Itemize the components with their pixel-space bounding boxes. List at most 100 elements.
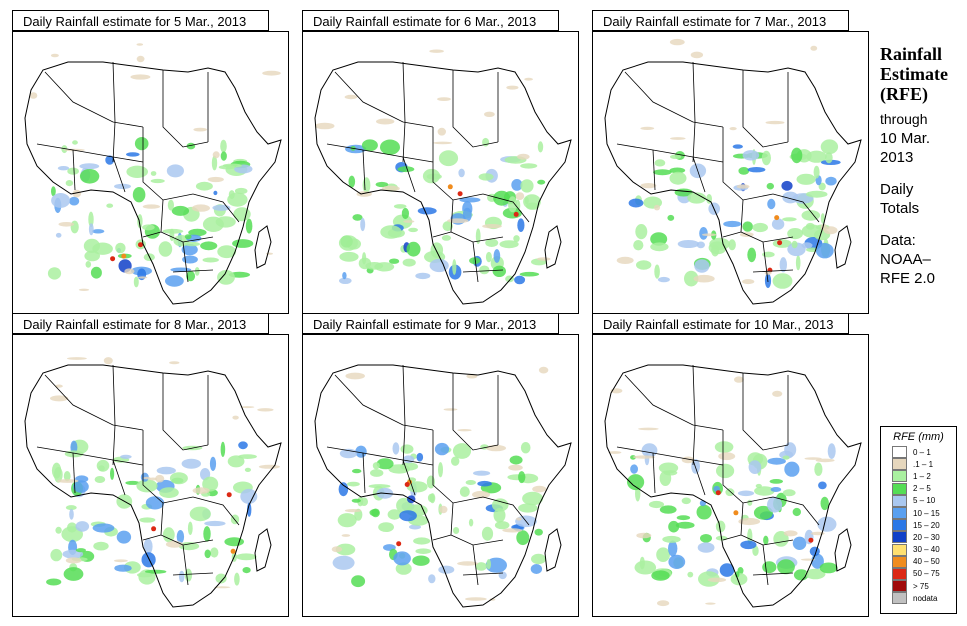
rain-cell <box>150 171 157 176</box>
rain-cell <box>825 152 833 164</box>
rain-cell <box>217 245 237 259</box>
legend-label: 40 – 50 <box>913 557 940 567</box>
rain-cell <box>114 564 132 572</box>
rain-cell <box>428 574 436 584</box>
light-rain-cell <box>341 534 351 537</box>
coastline <box>314 364 572 608</box>
africa-map-svg <box>314 49 572 305</box>
rain-cell <box>767 496 783 513</box>
rain-cell <box>493 249 501 263</box>
rain-cell <box>337 513 357 528</box>
rain-cell <box>742 150 760 161</box>
rain-cell <box>220 441 226 457</box>
rain-cell <box>224 537 244 547</box>
rain-cell <box>654 159 666 167</box>
country-border <box>142 534 162 541</box>
rain-cell <box>247 502 252 517</box>
rain-cell <box>782 489 796 497</box>
panel-title: Daily Rainfall estimate for 10 Mar., 201… <box>592 313 849 334</box>
rain-cell <box>362 177 371 194</box>
rainfall-pattern <box>338 137 547 285</box>
country-border <box>162 373 209 451</box>
rain-cell <box>184 234 192 240</box>
rain-cell <box>189 506 211 522</box>
rain-cell <box>438 565 455 574</box>
rainfall-map <box>302 31 579 314</box>
rain-cell <box>715 520 726 533</box>
light-rain-cell <box>472 490 490 499</box>
rain-cell <box>519 271 540 277</box>
light-rain-cell <box>433 141 453 145</box>
rain-cell <box>218 165 236 170</box>
rain-cell <box>369 509 380 517</box>
rain-cell <box>126 165 148 178</box>
rain-cell <box>534 528 543 536</box>
rain-cell <box>417 207 437 215</box>
rain-cell <box>137 572 153 578</box>
country-border <box>740 199 794 243</box>
country-border <box>182 241 189 283</box>
rain-cell <box>696 504 712 520</box>
rain-cell <box>716 463 735 479</box>
country-border <box>432 231 452 238</box>
rain-cell <box>182 255 198 264</box>
rain-cell <box>90 266 102 279</box>
rain-cell <box>202 476 219 492</box>
rain-cell <box>777 559 795 575</box>
country-border <box>722 127 774 201</box>
rain-cell <box>687 571 694 578</box>
rain-cell-intense <box>404 482 410 487</box>
country-border <box>624 71 724 128</box>
rain-cell <box>422 168 441 184</box>
rain-cell <box>820 213 825 224</box>
rain-cell <box>91 229 105 234</box>
light-rain-cell <box>55 384 63 388</box>
country-border <box>44 71 144 128</box>
rain-cell <box>169 228 175 242</box>
light-rain-cell <box>690 51 704 59</box>
rain-cell <box>514 275 526 285</box>
rain-cell <box>399 510 417 522</box>
rain-cell <box>413 537 431 545</box>
rain-cell <box>47 267 62 280</box>
light-rain-cell <box>78 288 90 291</box>
legend-item: 20 – 30 <box>892 531 956 544</box>
rain-cell <box>94 476 106 483</box>
rain-cell <box>55 232 62 238</box>
rain-cell <box>178 542 200 551</box>
light-rain-cell <box>439 505 448 514</box>
rain-cell <box>145 496 165 510</box>
rain-cell <box>136 479 158 493</box>
rain-cell <box>426 475 435 489</box>
rain-cell <box>392 442 400 455</box>
light-rain-cell <box>169 361 180 365</box>
panel-title: Daily Rainfall estimate for 7 Mar., 2013 <box>592 10 849 31</box>
rain-cell <box>752 222 768 233</box>
light-rain-cell <box>58 222 75 227</box>
rain-cell <box>462 207 472 222</box>
rain-cell <box>72 140 78 145</box>
rain-cell <box>351 498 361 503</box>
rain-cell <box>477 480 492 487</box>
country-border <box>402 459 416 496</box>
light-rain-cell <box>532 485 547 493</box>
rain-cell <box>754 486 775 496</box>
legend-item: 50 – 75 <box>892 567 956 580</box>
rain-cell <box>518 471 526 484</box>
light-rain-cell <box>536 257 551 261</box>
rain-cell <box>520 442 531 454</box>
country-border <box>162 70 209 148</box>
legend-label: 10 – 15 <box>913 508 940 518</box>
map-panel-mar-6: Daily Rainfall estimate for 6 Mar., 2013 <box>302 10 579 314</box>
rain-cell <box>51 193 71 208</box>
light-rain-cell <box>155 474 165 483</box>
rain-cell <box>676 515 691 521</box>
country-border <box>326 143 434 163</box>
light-rain-cell <box>515 192 525 201</box>
country-border <box>72 149 76 191</box>
rain-cell <box>416 452 424 462</box>
rain-cell <box>650 242 669 252</box>
country-border <box>742 373 789 451</box>
rain-cell <box>227 455 245 468</box>
country-border <box>722 430 774 504</box>
